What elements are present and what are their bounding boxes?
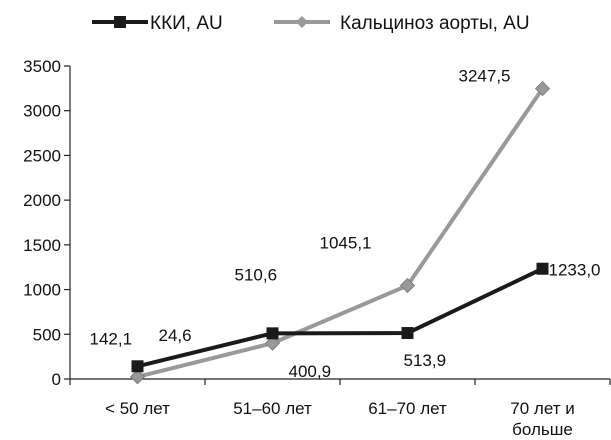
y-tick-label: 1000 [23, 281, 61, 300]
x-tick-label: 51–60 лет [233, 399, 312, 418]
data-point-s1-0 [129, 369, 146, 385]
y-tick-label: 500 [33, 325, 61, 344]
series-line-0 [137, 266, 544, 369]
axes: 0 500 1000 1500 2000 2500 3000 3500 < 50 лет 51–6… [23, 57, 611, 439]
data-label-s1-3: 3247,5 [459, 67, 511, 86]
data-label-s0-1: 510,6 [235, 265, 278, 284]
y-tick-label: 2500 [23, 146, 61, 165]
data-label-s1-2: 1045,1 [320, 234, 372, 253]
data-label-s0-0: 142,1 [90, 329, 133, 348]
series-layer [129, 81, 551, 385]
x-tick-label: 70 лет и больше [510, 399, 574, 439]
y-tick-label: 3500 [23, 57, 61, 76]
y-tick-label: 0 [52, 370, 61, 389]
x-tick-label: 61–70 лет [368, 399, 447, 418]
legend-marker-kki [114, 16, 126, 28]
data-point-s1-3 [534, 81, 551, 97]
data-label-s0-3: 1233,0 [549, 261, 601, 280]
legend-item-kki: ККИ, AU [92, 13, 223, 34]
data-point-s0-3 [536, 262, 549, 275]
data-label-s1-0: 24,6 [159, 326, 192, 345]
series-line-1 [137, 87, 545, 379]
data-label-s0-2: 513,9 [404, 351, 447, 370]
data-point-s0-2 [401, 327, 414, 340]
data-point-s1-1 [264, 335, 281, 351]
y-tick-label: 1500 [23, 236, 61, 255]
legend-label-aorta: Кальциноз аорты, AU [340, 13, 530, 34]
y-tick-label: 2000 [23, 191, 61, 210]
legend: ККИ, AU Кальциноз аорты, AU [92, 13, 530, 34]
legend-label-kki: ККИ, AU [150, 13, 223, 34]
data-point-s1-2 [399, 277, 416, 294]
data-point-s0-1 [266, 327, 279, 340]
y-tick-label: 3000 [23, 102, 61, 121]
legend-item-aorta: Кальциноз аорты, AU [274, 13, 530, 34]
x-tick-label: < 50 лет [105, 399, 170, 418]
data-labels: 142,1 510,6 513,9 1233,0 24,6 400,9 1045,1 3247… [90, 67, 601, 382]
data-point-s0-0 [131, 360, 144, 373]
data-label-s1-1: 400,9 [289, 362, 332, 381]
legend-marker-aorta [296, 16, 308, 28]
